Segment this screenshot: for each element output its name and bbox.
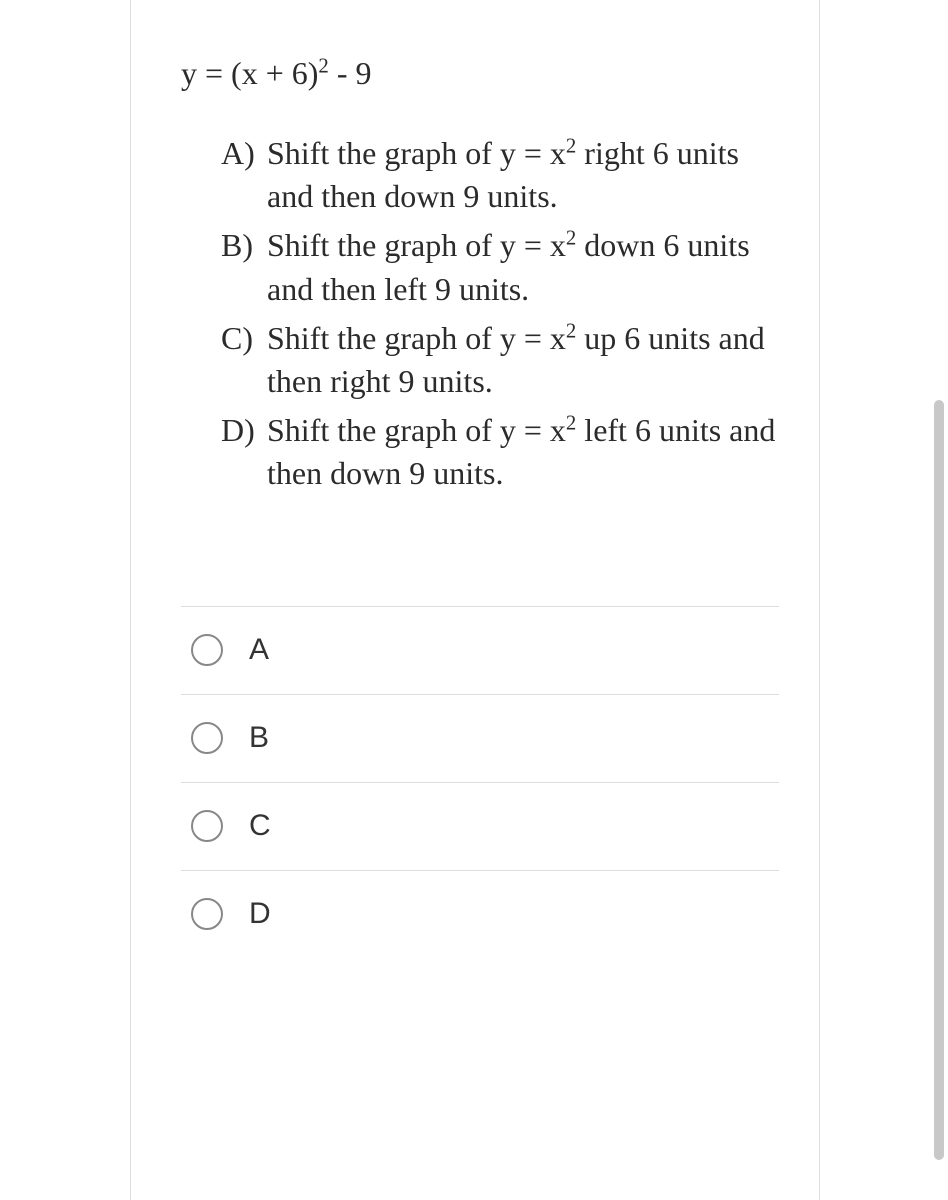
radio-icon[interactable] xyxy=(191,810,223,842)
answer-option-label: A xyxy=(249,633,269,667)
answer-option-b[interactable]: B xyxy=(181,694,779,782)
answer-options: A B C D xyxy=(181,606,779,958)
question-equation: y = (x + 6)2 - 9 xyxy=(181,55,779,92)
choice-text: Shift the graph of y = x2 left 6 units a… xyxy=(267,409,779,495)
answer-option-label: C xyxy=(249,809,271,843)
scrollbar-thumb[interactable] xyxy=(934,400,944,1160)
radio-icon[interactable] xyxy=(191,634,223,666)
answer-option-d[interactable]: D xyxy=(181,870,779,958)
choice-letter: D) xyxy=(221,409,267,495)
choice-d: D) Shift the graph of y = x2 left 6 unit… xyxy=(221,409,779,495)
choice-c: C) Shift the graph of y = x2 up 6 units … xyxy=(221,317,779,403)
question-card: y = (x + 6)2 - 9 A) Shift the graph of y… xyxy=(130,0,820,1200)
page: y = (x + 6)2 - 9 A) Shift the graph of y… xyxy=(0,0,948,1200)
radio-icon[interactable] xyxy=(191,898,223,930)
radio-icon[interactable] xyxy=(191,722,223,754)
choice-text: Shift the graph of y = x2 right 6 units … xyxy=(267,132,779,218)
choice-letter: B) xyxy=(221,224,267,310)
choice-text: Shift the graph of y = x2 up 6 units and… xyxy=(267,317,779,403)
answer-option-c[interactable]: C xyxy=(181,782,779,870)
choice-letter: C) xyxy=(221,317,267,403)
choice-text: Shift the graph of y = x2 down 6 units a… xyxy=(267,224,779,310)
scrollbar-track[interactable] xyxy=(932,0,944,1200)
answer-option-label: B xyxy=(249,721,269,755)
choice-letter: A) xyxy=(221,132,267,218)
choice-b: B) Shift the graph of y = x2 down 6 unit… xyxy=(221,224,779,310)
answer-option-label: D xyxy=(249,897,271,931)
choice-a: A) Shift the graph of y = x2 right 6 uni… xyxy=(221,132,779,218)
answer-option-a[interactable]: A xyxy=(181,606,779,694)
choice-list: A) Shift the graph of y = x2 right 6 uni… xyxy=(221,132,779,496)
